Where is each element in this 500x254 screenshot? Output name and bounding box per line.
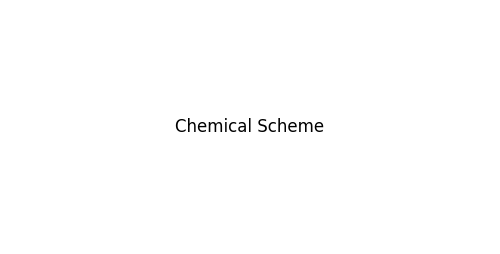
Text: Chemical Scheme: Chemical Scheme xyxy=(176,118,324,136)
